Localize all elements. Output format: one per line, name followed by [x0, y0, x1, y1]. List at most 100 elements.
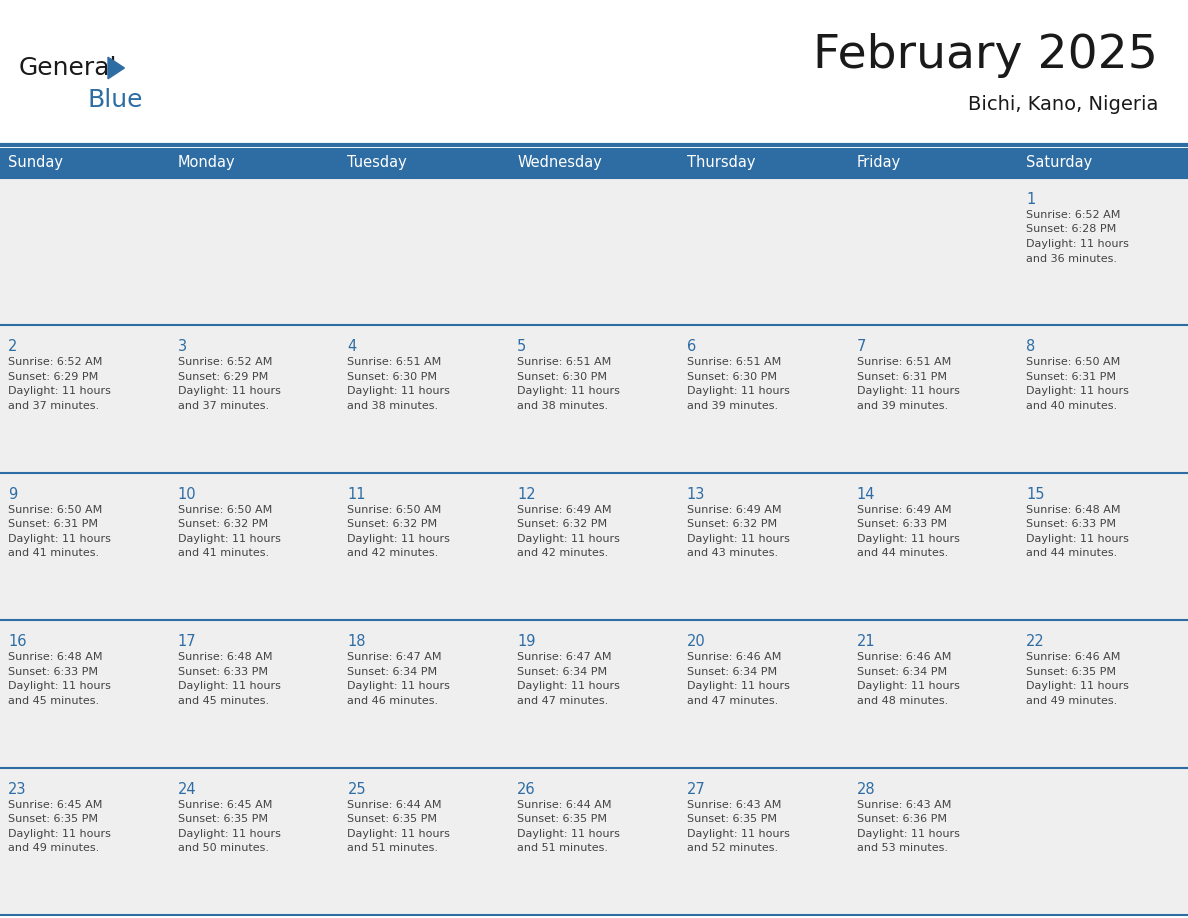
- Bar: [170, 148, 340, 178]
- Text: and 53 minutes.: and 53 minutes.: [857, 843, 948, 853]
- Text: 16: 16: [8, 634, 26, 649]
- Text: Sunset: 6:35 PM: Sunset: 6:35 PM: [347, 814, 437, 824]
- Text: Tuesday: Tuesday: [347, 155, 407, 171]
- Text: Daylight: 11 hours: Daylight: 11 hours: [1026, 239, 1129, 249]
- Text: 10: 10: [178, 487, 196, 502]
- Text: Daylight: 11 hours: Daylight: 11 hours: [1026, 681, 1129, 691]
- Bar: [848, 325, 1018, 473]
- Bar: [510, 325, 678, 473]
- Text: Daylight: 11 hours: Daylight: 11 hours: [517, 681, 620, 691]
- Text: Sunset: 6:29 PM: Sunset: 6:29 PM: [178, 372, 268, 382]
- Text: Friday: Friday: [857, 155, 901, 171]
- Text: 15: 15: [1026, 487, 1044, 502]
- Bar: [0, 767, 170, 915]
- Bar: [0, 621, 170, 767]
- Bar: [678, 325, 848, 473]
- Text: Sunrise: 6:46 AM: Sunrise: 6:46 AM: [857, 652, 950, 662]
- Text: and 51 minutes.: and 51 minutes.: [347, 843, 438, 853]
- Text: Sunrise: 6:49 AM: Sunrise: 6:49 AM: [857, 505, 952, 515]
- Text: 13: 13: [687, 487, 706, 502]
- Text: Sunset: 6:29 PM: Sunset: 6:29 PM: [8, 372, 99, 382]
- Text: 19: 19: [517, 634, 536, 649]
- Text: Monday: Monday: [178, 155, 235, 171]
- Bar: [1018, 621, 1188, 767]
- Text: 8: 8: [1026, 340, 1036, 354]
- Bar: [848, 148, 1018, 178]
- Text: Sunrise: 6:47 AM: Sunrise: 6:47 AM: [347, 652, 442, 662]
- Text: Sunrise: 6:45 AM: Sunrise: 6:45 AM: [178, 800, 272, 810]
- Text: and 38 minutes.: and 38 minutes.: [347, 401, 438, 411]
- Text: Sunrise: 6:48 AM: Sunrise: 6:48 AM: [1026, 505, 1120, 515]
- Text: Sunset: 6:30 PM: Sunset: 6:30 PM: [347, 372, 437, 382]
- Text: 22: 22: [1026, 634, 1045, 649]
- Text: Bichi, Kano, Nigeria: Bichi, Kano, Nigeria: [967, 95, 1158, 115]
- Text: 27: 27: [687, 781, 706, 797]
- Text: Daylight: 11 hours: Daylight: 11 hours: [178, 681, 280, 691]
- Text: Sunset: 6:28 PM: Sunset: 6:28 PM: [1026, 225, 1117, 234]
- Bar: [340, 473, 510, 621]
- Text: 14: 14: [857, 487, 876, 502]
- Text: Sunrise: 6:51 AM: Sunrise: 6:51 AM: [857, 357, 950, 367]
- Text: Sunrise: 6:50 AM: Sunrise: 6:50 AM: [8, 505, 102, 515]
- Text: Sunset: 6:31 PM: Sunset: 6:31 PM: [8, 520, 97, 530]
- Text: General: General: [19, 56, 118, 80]
- Text: Sunrise: 6:49 AM: Sunrise: 6:49 AM: [687, 505, 782, 515]
- Text: Sunset: 6:36 PM: Sunset: 6:36 PM: [857, 814, 947, 824]
- Bar: [340, 178, 510, 325]
- Text: Sunrise: 6:51 AM: Sunrise: 6:51 AM: [517, 357, 612, 367]
- Text: Sunrise: 6:46 AM: Sunrise: 6:46 AM: [687, 652, 782, 662]
- Text: 9: 9: [8, 487, 18, 502]
- Bar: [170, 767, 340, 915]
- Text: and 42 minutes.: and 42 minutes.: [517, 548, 608, 558]
- Bar: [848, 178, 1018, 325]
- Text: Sunset: 6:34 PM: Sunset: 6:34 PM: [857, 666, 947, 677]
- Text: Saturday: Saturday: [1026, 155, 1093, 171]
- Text: 17: 17: [178, 634, 196, 649]
- Text: Sunrise: 6:44 AM: Sunrise: 6:44 AM: [347, 800, 442, 810]
- Bar: [678, 178, 848, 325]
- Text: Sunset: 6:30 PM: Sunset: 6:30 PM: [687, 372, 777, 382]
- Text: Daylight: 11 hours: Daylight: 11 hours: [178, 829, 280, 839]
- Text: Daylight: 11 hours: Daylight: 11 hours: [8, 533, 110, 543]
- Text: Sunset: 6:35 PM: Sunset: 6:35 PM: [687, 814, 777, 824]
- Bar: [340, 621, 510, 767]
- Text: 24: 24: [178, 781, 196, 797]
- Text: and 41 minutes.: and 41 minutes.: [8, 548, 99, 558]
- Bar: [678, 767, 848, 915]
- Text: Daylight: 11 hours: Daylight: 11 hours: [1026, 533, 1129, 543]
- Text: 12: 12: [517, 487, 536, 502]
- Text: Sunset: 6:33 PM: Sunset: 6:33 PM: [8, 666, 97, 677]
- Text: Daylight: 11 hours: Daylight: 11 hours: [687, 386, 790, 397]
- Text: and 52 minutes.: and 52 minutes.: [687, 843, 778, 853]
- Text: and 44 minutes.: and 44 minutes.: [857, 548, 948, 558]
- Text: Sunrise: 6:52 AM: Sunrise: 6:52 AM: [178, 357, 272, 367]
- Text: and 46 minutes.: and 46 minutes.: [347, 696, 438, 706]
- Bar: [170, 325, 340, 473]
- Text: and 40 minutes.: and 40 minutes.: [1026, 401, 1118, 411]
- Text: and 48 minutes.: and 48 minutes.: [857, 696, 948, 706]
- Text: Daylight: 11 hours: Daylight: 11 hours: [857, 829, 960, 839]
- Bar: [170, 621, 340, 767]
- Text: February 2025: February 2025: [813, 32, 1158, 77]
- Text: 25: 25: [347, 781, 366, 797]
- Bar: [678, 621, 848, 767]
- Text: and 36 minutes.: and 36 minutes.: [1026, 253, 1117, 263]
- Text: Daylight: 11 hours: Daylight: 11 hours: [8, 386, 110, 397]
- Text: Sunrise: 6:43 AM: Sunrise: 6:43 AM: [857, 800, 950, 810]
- Text: 1: 1: [1026, 192, 1036, 207]
- Bar: [340, 148, 510, 178]
- Text: and 50 minutes.: and 50 minutes.: [178, 843, 268, 853]
- Bar: [678, 473, 848, 621]
- Text: Sunset: 6:33 PM: Sunset: 6:33 PM: [178, 666, 267, 677]
- Bar: [0, 473, 170, 621]
- Text: Sunrise: 6:50 AM: Sunrise: 6:50 AM: [178, 505, 272, 515]
- Bar: [510, 178, 678, 325]
- Text: Sunrise: 6:43 AM: Sunrise: 6:43 AM: [687, 800, 782, 810]
- Text: Sunrise: 6:48 AM: Sunrise: 6:48 AM: [8, 652, 102, 662]
- Text: and 49 minutes.: and 49 minutes.: [8, 843, 100, 853]
- Text: Daylight: 11 hours: Daylight: 11 hours: [857, 386, 960, 397]
- Text: and 47 minutes.: and 47 minutes.: [687, 696, 778, 706]
- Text: Sunset: 6:32 PM: Sunset: 6:32 PM: [347, 520, 437, 530]
- Text: 11: 11: [347, 487, 366, 502]
- Text: 3: 3: [178, 340, 187, 354]
